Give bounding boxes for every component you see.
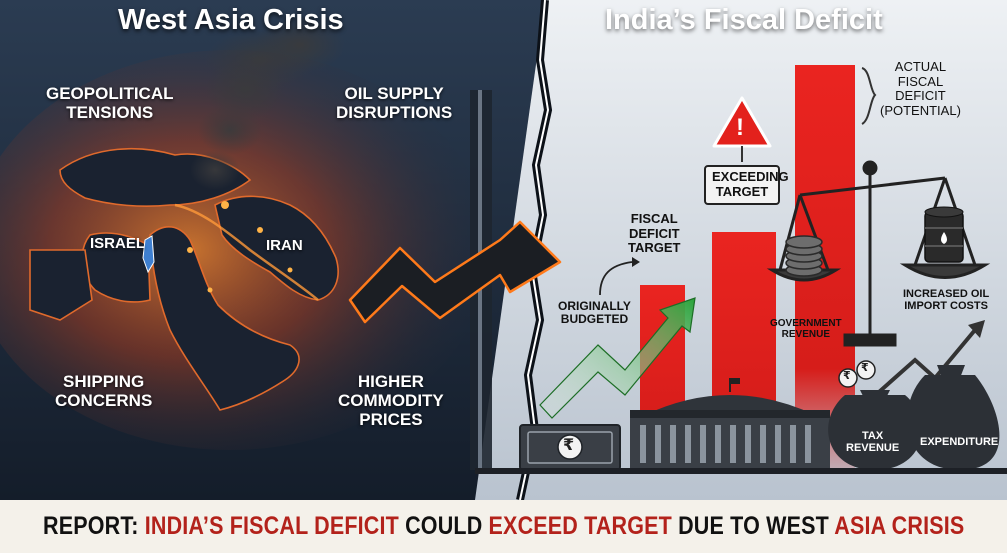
headline-banner: Report: India’s Fiscal Deficit could exc… bbox=[0, 500, 1007, 553]
expenditure-trend bbox=[868, 328, 977, 402]
label-oil-supply: Oil Supply Disruptions bbox=[336, 84, 453, 123]
coastline-glow bbox=[174, 203, 319, 301]
label-government-revenue: Government Revenue bbox=[770, 318, 842, 341]
headline-part-could: could bbox=[398, 512, 489, 540]
label-exceeding-target: Exceeding Target bbox=[704, 165, 789, 205]
green-growth-arrow bbox=[539, 297, 696, 419]
rupee-coin-1: ₹ bbox=[843, 370, 851, 382]
pointer-arrow bbox=[599, 261, 633, 296]
warning-glyph: ! bbox=[736, 114, 744, 141]
headline-part-due: due to West bbox=[671, 512, 835, 540]
label-oil-import: Increased Oil Import Costs bbox=[903, 288, 990, 313]
oil-barrel-icon bbox=[924, 206, 964, 263]
label-shipping: Shipping Concerns bbox=[55, 372, 153, 411]
label-commodity: Higher Commodity Prices bbox=[338, 372, 444, 430]
trend-arrow-icon bbox=[348, 220, 562, 324]
label-israel: Israel bbox=[90, 235, 146, 252]
balance-scale-icon bbox=[766, 160, 991, 347]
infographic: West Asia Crisis India’s Fiscal Deficit … bbox=[0, 0, 1007, 500]
fire-spots bbox=[187, 201, 293, 293]
headline-part-fiscal: India’s Fiscal Deficit bbox=[144, 512, 399, 540]
parliament-icon bbox=[630, 378, 830, 470]
label-expenditure: Expenditure bbox=[920, 436, 999, 448]
label-iran: Iran bbox=[266, 237, 303, 254]
headline-part-crisis: Asia Crisis bbox=[834, 512, 965, 540]
right-title: India’s Fiscal Deficit bbox=[605, 4, 883, 36]
headline-text: Report: India’s Fiscal Deficit could exc… bbox=[43, 512, 964, 541]
money-bag-icon bbox=[828, 360, 1000, 470]
left-title: West Asia Crisis bbox=[118, 4, 344, 36]
israel-shape bbox=[142, 235, 155, 274]
label-fiscal-target: Fiscal Deficit Target bbox=[628, 211, 681, 256]
smoke-plume bbox=[190, 17, 345, 190]
infographic-artwork bbox=[0, 0, 1007, 500]
rupee-icon: ₹ bbox=[563, 437, 575, 454]
headline-part-exceed: exceed target bbox=[488, 512, 672, 540]
middle-east-map bbox=[29, 147, 339, 411]
label-originally-budgeted: Originally Budgeted bbox=[558, 299, 631, 327]
label-tax-revenue: Tax Revenue bbox=[846, 430, 900, 455]
coin-stack-icon bbox=[785, 235, 823, 277]
label-actual-deficit: Actual Fiscal Deficit (Potential) bbox=[880, 59, 961, 118]
rupee-coin-2: ₹ bbox=[861, 362, 869, 374]
bracket bbox=[861, 67, 877, 125]
warning-icon bbox=[712, 96, 772, 162]
headline-part-report: Report: bbox=[42, 512, 145, 540]
label-geopolitical: Geopolitical Tensions bbox=[46, 84, 174, 123]
